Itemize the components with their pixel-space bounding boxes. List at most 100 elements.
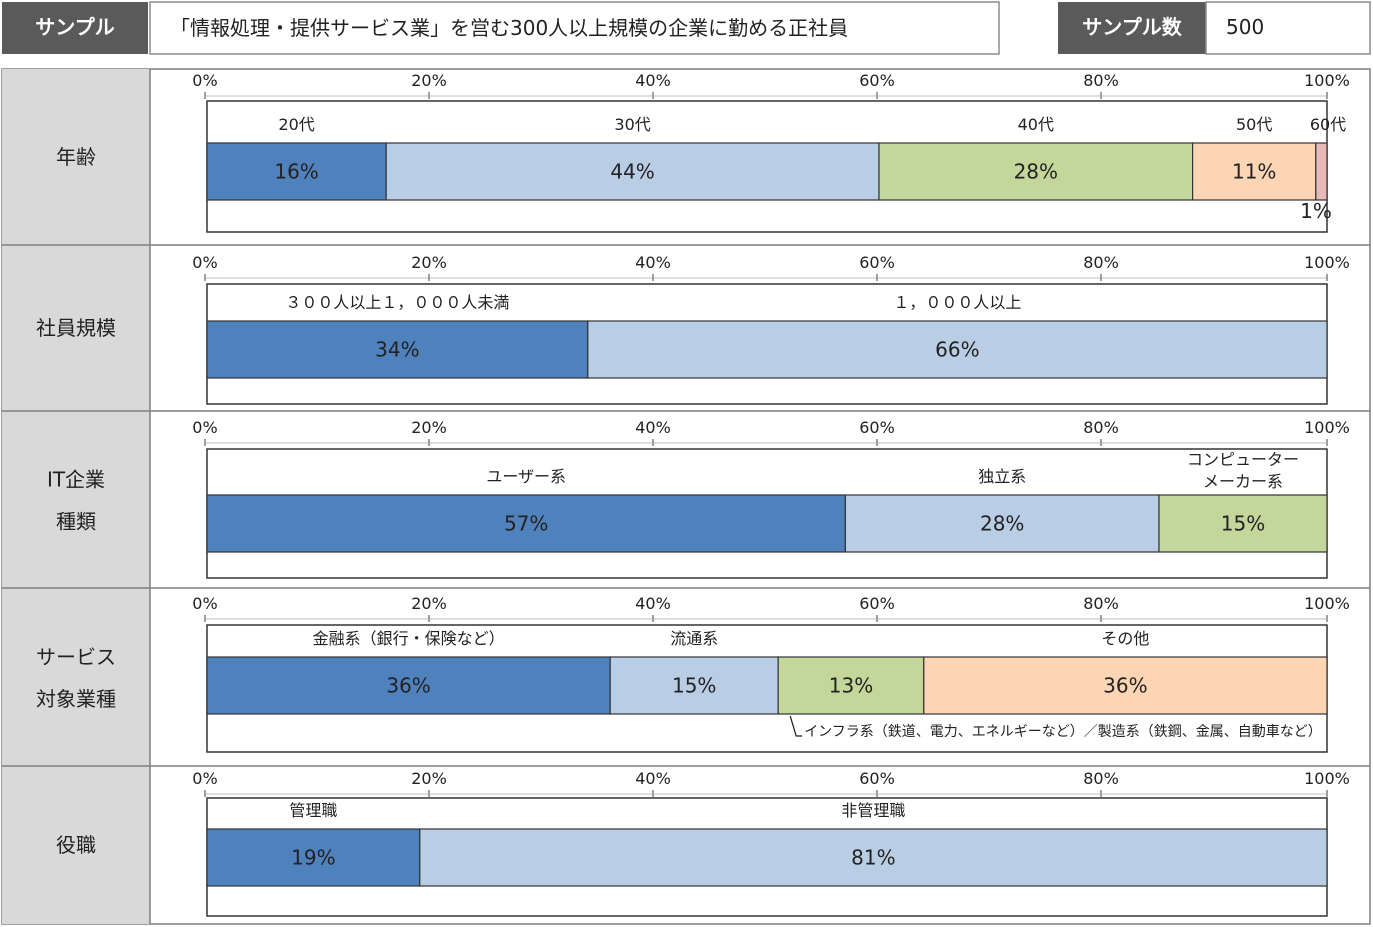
bar-segment [206, 828, 421, 887]
annotation-label: インフラ系（鉄道、電力、エネルギーなど）／製造系（鉄鋼、金属、自動車など） [804, 723, 1322, 740]
label-column [2, 69, 150, 924]
tick-label: 40% [635, 418, 671, 437]
bar-segment [419, 828, 1328, 887]
bar-segment [1191, 142, 1317, 201]
data-label: 15% [672, 674, 716, 698]
tick-label: 60% [859, 769, 895, 788]
chart-row-2: 社員規模 0% 20% 40% 60% 80% 100% 34% ３００人以上１，０００人未満 6… [2, 244, 1370, 405]
count-label-box [1058, 2, 1206, 54]
category-label: 管理職 [289, 801, 337, 820]
tick-label: 40% [635, 769, 671, 788]
row-label: 対象業種 [36, 687, 116, 711]
sample-desc-box [149, 1, 1000, 55]
data-label: 66% [935, 338, 979, 362]
row-label: サービス [36, 645, 116, 669]
tick-label: 80% [1083, 769, 1119, 788]
bar-segment [587, 320, 1328, 379]
bar-segment [206, 656, 611, 715]
bar-segment [777, 656, 925, 715]
category-label: その他 [1101, 629, 1149, 648]
category-label: コンピューター [1187, 450, 1299, 469]
tick-label: 60% [859, 71, 895, 90]
category-label: 非管理職 [841, 801, 905, 820]
data-label: 44% [610, 160, 654, 184]
data-label: 36% [1103, 674, 1147, 698]
data-label: 1% [1300, 199, 1332, 223]
bar-segment [206, 494, 847, 553]
bar-segment [385, 142, 880, 201]
annotation-leader [789, 715, 803, 737]
data-label: 13% [829, 674, 873, 698]
data-label: 28% [980, 512, 1024, 536]
tick-label: 100% [1304, 253, 1350, 272]
tick-label: 60% [859, 418, 895, 437]
chart-row-5: 役職 0% 20% 40% 60% 80% 100% 19% 管理職 81% 非管理職 [2, 765, 1370, 917]
bar-segment [923, 656, 1328, 715]
data-label: 16% [274, 160, 318, 184]
bar-segment [1315, 142, 1328, 201]
category-label: ユーザー系 [486, 467, 566, 486]
tick-label: 100% [1304, 418, 1350, 437]
tick-label: 0% [192, 418, 217, 437]
category-label: １，０００人以上 [893, 293, 1021, 312]
tick-label: 0% [192, 71, 217, 90]
tick-label: 20% [411, 71, 447, 90]
sample-label: サンプル [35, 15, 114, 39]
row-label: 年齢 [56, 145, 96, 169]
tick-label: 20% [411, 594, 447, 613]
tick-label: 80% [1083, 594, 1119, 613]
row-label: 社員規模 [36, 316, 116, 340]
category-label: 30代 [614, 115, 650, 134]
tick-label: 0% [192, 253, 217, 272]
tick-label: 0% [192, 769, 217, 788]
tick-label: 60% [859, 253, 895, 272]
row-label: 役職 [56, 833, 96, 857]
chart-rows: 年齢 0% 20% 40% 60% 80% 100% 16% 20代 44% 30代 28% 40代 11… [1, 68, 1371, 925]
count-label: サンプル数 [1082, 15, 1182, 39]
tick-label: 20% [411, 253, 447, 272]
data-label: 57% [504, 512, 548, 536]
data-label: 11% [1232, 160, 1276, 184]
tick-label: 40% [635, 594, 671, 613]
category-label: ３００人以上１，０００人未満 [285, 293, 509, 312]
category-label: 20代 [278, 115, 314, 134]
bar-segment [878, 142, 1194, 201]
bar-segment [1158, 494, 1328, 553]
tick-label: 20% [411, 418, 447, 437]
data-label: 19% [291, 846, 335, 870]
row-label: 種類 [56, 510, 96, 534]
sample-label-box [2, 2, 148, 54]
category-label: 独立系 [978, 467, 1026, 486]
tick-label: 0% [192, 594, 217, 613]
data-label: 34% [375, 338, 419, 362]
tick-label: 100% [1304, 71, 1350, 90]
tick-label: 20% [411, 769, 447, 788]
tick-label: 100% [1304, 594, 1350, 613]
row-label: IT企業 [47, 468, 105, 492]
header: サンプル 「情報処理・提供サービス業」を営む300人以上規模の企業に勤める正社員… [2, 1, 1371, 55]
category-label: 金融系（銀行・保険など） [313, 629, 505, 648]
count-value: 500 [1226, 15, 1264, 39]
chart-row-1: 年齢 0% 20% 40% 60% 80% 100% 16% 20代 44% 30代 28% 40代 11… [56, 71, 1350, 233]
bar-segment [609, 656, 779, 715]
tick-label: 100% [1304, 769, 1350, 788]
count-value-box [1205, 1, 1371, 55]
tick-label: 80% [1083, 71, 1119, 90]
bar-segment [206, 320, 589, 379]
data-label: 15% [1221, 512, 1265, 536]
data-label: 36% [386, 674, 430, 698]
category-label: 50代 [1236, 115, 1272, 134]
category-label: 流通系 [670, 629, 718, 648]
data-label: 28% [1014, 160, 1058, 184]
tick-label: 80% [1083, 253, 1119, 272]
category-label: メーカー系 [1203, 472, 1283, 491]
sample-description: 「情報処理・提供サービス業」を営む300人以上規模の企業に勤める正社員 [170, 16, 848, 40]
tick-label: 40% [635, 71, 671, 90]
tick-label: 40% [635, 253, 671, 272]
bar-segment [206, 142, 387, 201]
category-label: 60代 [1310, 115, 1346, 134]
tick-label: 80% [1083, 418, 1119, 437]
